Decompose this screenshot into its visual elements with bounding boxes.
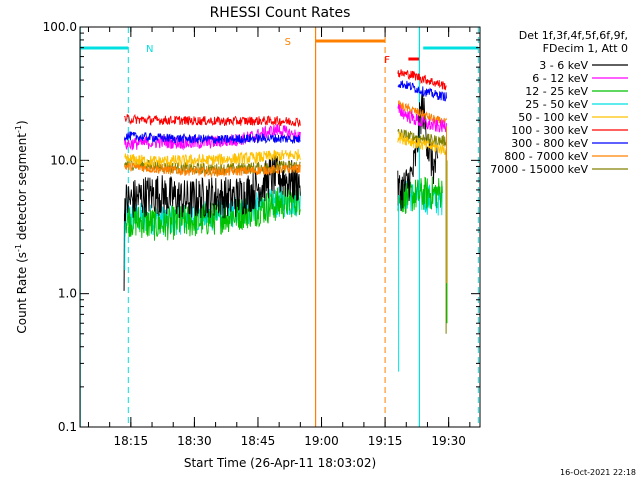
y-tick-label: 10.0 <box>50 153 77 167</box>
series-line-800-7000-kev <box>124 162 301 178</box>
y-tick-label: 1.0 <box>58 287 77 301</box>
series-group <box>123 69 448 372</box>
interval-label-n: N <box>146 44 153 55</box>
y-axis-label-mid: detector segment <box>15 133 29 244</box>
series-line-7000-15000-kev <box>397 128 447 147</box>
legend-label: 800 - 7000 keV <box>504 150 588 163</box>
series-line-100-300-kev <box>124 113 301 128</box>
y-axis-label-sup1: -1 <box>14 244 23 252</box>
x-tick-label: 18:15 <box>114 434 149 448</box>
legend-label: 6 - 12 keV <box>532 72 588 85</box>
chart-title: RHESSI Count Rates <box>210 5 351 21</box>
interval-label-s: S <box>285 37 291 48</box>
series-line-300-800-kev <box>397 80 447 102</box>
x-tick-label: 18:45 <box>241 434 276 448</box>
legend-label: 100 - 300 keV <box>511 124 588 137</box>
series-line-800-7000-kev <box>397 100 447 127</box>
legend-label: 50 - 100 keV <box>518 111 588 124</box>
x-tick-label: 19:00 <box>304 434 339 448</box>
annotation-group: N S F <box>80 37 479 66</box>
y-tick-label: 0.1 <box>58 420 77 434</box>
x-tick-label: 19:30 <box>431 434 466 448</box>
legend-header-line-2: FDecim 1, Att 0 <box>543 42 628 55</box>
legend-label: 300 - 800 keV <box>511 137 588 150</box>
series-line-6-12-kev <box>397 103 447 133</box>
y-axis: 0.1 1.0 10.0 100.0 <box>43 20 480 434</box>
x-tick-label: 18:30 <box>177 434 212 448</box>
series-line-3-6-kev <box>397 91 439 212</box>
generated-timestamp: 16-Oct-2021 22:18 <box>560 468 636 477</box>
series-line-12-25-kev <box>397 176 443 214</box>
series-line-300-800-kev <box>124 131 301 145</box>
legend-header-line-1: Det 1f,3f,4f,5f,6f,9f, <box>519 29 628 42</box>
interval-label-f: F <box>384 55 390 66</box>
y-tick-label: 100.0 <box>43 20 77 34</box>
x-axis-label: Start Time (26-Apr-11 18:03:02) <box>184 456 376 470</box>
legend-label: 3 - 6 keV <box>539 59 588 72</box>
y-axis-label-end: ) <box>15 120 29 125</box>
y-axis-label-sup2: -1 <box>14 125 23 133</box>
legend-label: 7000 - 15000 keV <box>490 163 588 176</box>
plot-frame <box>79 26 481 428</box>
legend-label: 12 - 25 keV <box>525 85 588 98</box>
x-tick-label: 19:15 <box>368 434 403 448</box>
y-axis-label: Count Rate (s-1 detector segment-1) <box>14 120 29 333</box>
series-line-12-25-kev <box>124 184 301 241</box>
legend: Det 1f,3f,4f,5f,6f,9f, FDecim 1, Att 0 3… <box>490 29 628 176</box>
x-axis: 18:15 18:30 18:45 19:00 19:15 19:30 <box>87 27 471 448</box>
y-axis-label-main: Count Rate (s <box>15 252 29 334</box>
legend-label: 25 - 50 keV <box>525 98 588 111</box>
series-line-50-100-kev <box>124 149 301 168</box>
series-line-100-300-kev <box>397 69 447 91</box>
series-line-50-100-kev <box>397 131 447 156</box>
